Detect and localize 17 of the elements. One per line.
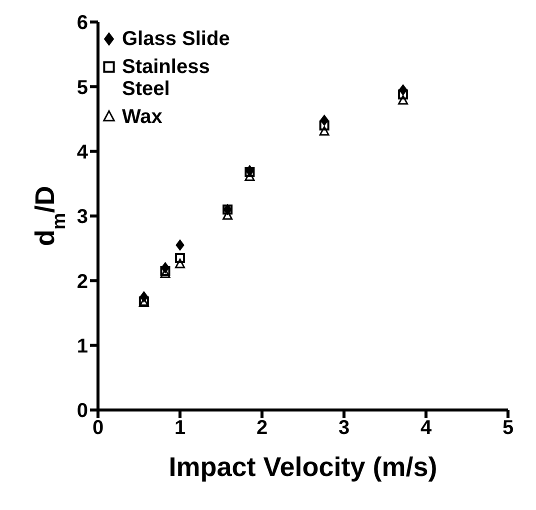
legend-label: Wax <box>122 106 162 128</box>
legend-label: Glass Slide <box>122 28 230 50</box>
x-tick-label: 3 <box>338 417 350 440</box>
x-axis-title: Impact Velocity (m/s) <box>168 452 438 482</box>
x-tick-label: 2 <box>256 417 268 440</box>
y-tick-label: 0 <box>76 400 88 422</box>
y-tick-label: 3 <box>76 206 88 228</box>
y-tick-label: 1 <box>76 335 88 358</box>
x-tick-label: 0 <box>92 417 104 440</box>
y-tick-label: 5 <box>76 76 88 99</box>
y-tick-label: 4 <box>76 141 89 164</box>
x-tick-label: 1 <box>174 417 186 440</box>
x-tick-label: 4 <box>420 417 432 440</box>
x-tick-label: 5 <box>502 417 514 440</box>
legend-label: Stainless Steel <box>122 56 211 100</box>
y-tick-label: 2 <box>76 270 88 293</box>
y-tick-label: 6 <box>76 12 88 34</box>
